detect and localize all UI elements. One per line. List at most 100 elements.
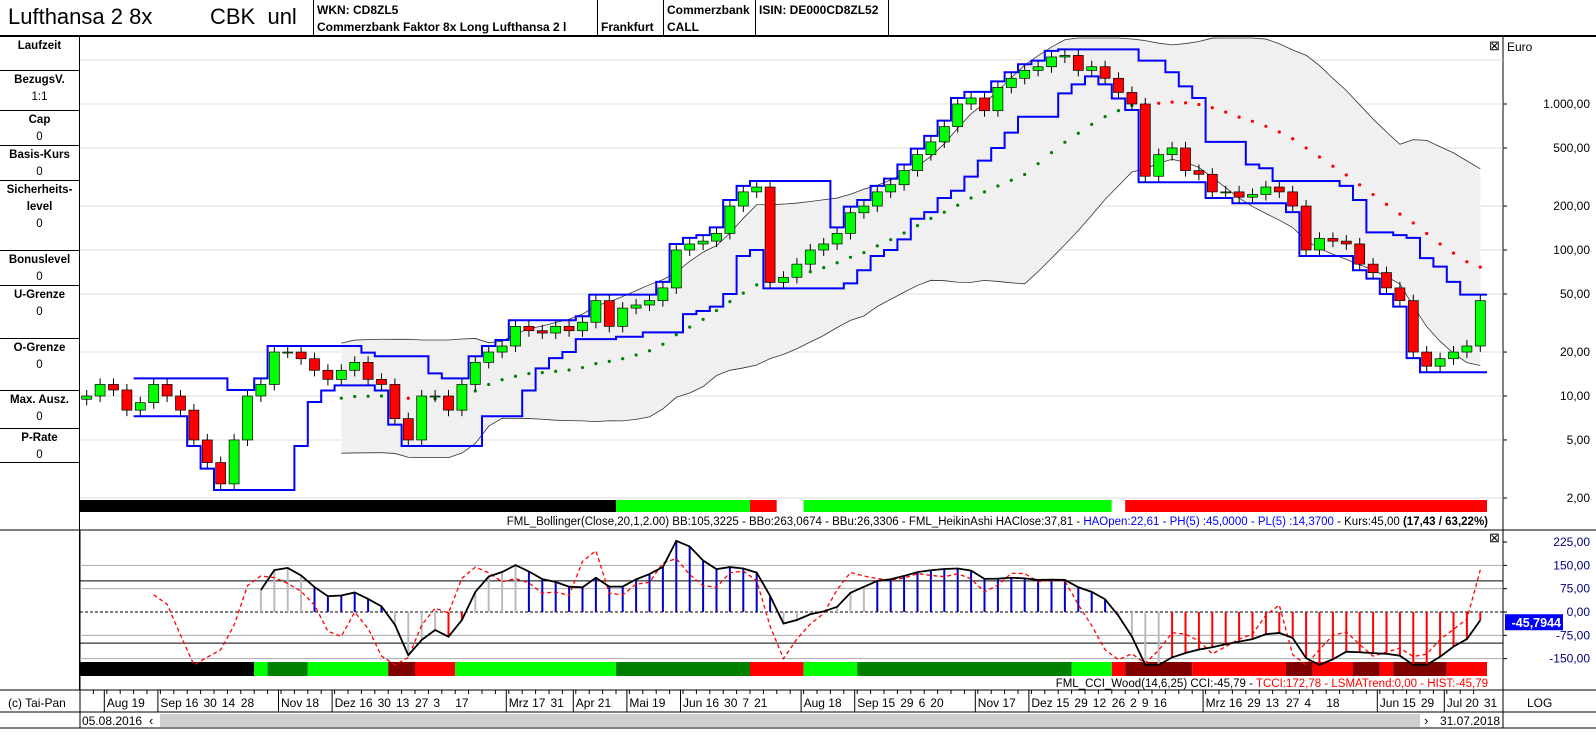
candle — [1247, 188, 1258, 204]
candle — [1072, 49, 1084, 77]
param-basis-kurs: Basis-Kurs 0 — [0, 146, 79, 181]
candle — [1180, 141, 1191, 177]
candle-body — [242, 395, 253, 441]
cci-trend-segment — [1071, 662, 1112, 676]
close-panel-button[interactable]: ⊠ — [1489, 38, 1500, 53]
candle-body — [161, 384, 173, 397]
candle — [1032, 60, 1044, 77]
trend-dot — [1438, 242, 1442, 246]
close-panel-button[interactable]: ⊠ — [1489, 530, 1500, 545]
candle — [563, 320, 575, 337]
horizontal-scrollbar[interactable] — [160, 714, 1420, 727]
trend-dot — [1451, 251, 1456, 255]
price-trend-segment — [803, 500, 1112, 512]
candle — [362, 356, 374, 386]
cci-trend-segment — [1111, 662, 1126, 676]
bollinger-lower — [341, 158, 1481, 459]
param-label: Sicherheits- level — [6, 184, 73, 213]
x-tick-label: 16 — [1154, 696, 1168, 710]
product-type: CALL — [667, 20, 699, 34]
trend-dot — [808, 270, 812, 274]
cci-trend-segment — [307, 662, 389, 676]
candle-body — [1126, 92, 1138, 105]
scroll-right-button[interactable]: › — [1424, 713, 1428, 728]
candle-body — [335, 369, 347, 380]
param-label: Max. Ausz. — [9, 394, 69, 406]
candle — [711, 227, 722, 248]
candle — [255, 378, 267, 403]
trend-dot — [701, 317, 705, 322]
indicator-legend: FML_Bollinger(Close,20,1,2.00) BB:105,32… — [507, 516, 1488, 528]
candle-body — [992, 87, 1004, 112]
x-tick-label: 12 — [1093, 696, 1107, 710]
candle — [1019, 64, 1031, 85]
candle — [858, 200, 870, 219]
price-high-channel — [133, 48, 1487, 391]
trend-dot — [982, 190, 987, 194]
candle-body — [925, 141, 937, 155]
candle — [134, 396, 146, 417]
x-tick-label: Aug 18 — [804, 696, 842, 710]
candle-body — [376, 379, 387, 385]
scroll-left-button[interactable]: ‹ — [149, 713, 153, 728]
candle-body — [912, 154, 923, 171]
candle-body — [711, 233, 722, 242]
candle — [376, 373, 387, 391]
candle — [831, 227, 843, 250]
candle-body — [523, 325, 535, 332]
x-tick-label: 13 — [1266, 696, 1280, 710]
candle-body — [684, 243, 696, 251]
param-label: Laufzeit — [17, 40, 62, 52]
candle — [724, 200, 736, 240]
candle-body — [175, 395, 186, 411]
candle-body — [791, 263, 803, 278]
x-tick-label: 2 — [1130, 696, 1137, 710]
candle — [483, 346, 495, 369]
param-value: 1:1 — [31, 91, 48, 103]
price-trend-segment — [1111, 500, 1126, 512]
price-low-channel — [133, 75, 1487, 491]
candle-body — [724, 205, 736, 234]
x-tick-label: 29 — [1247, 696, 1261, 710]
candle — [322, 364, 334, 386]
param-label: Bonuslevel — [8, 254, 71, 266]
trend-dot — [1170, 100, 1174, 104]
candle-body — [469, 362, 481, 385]
candle-body — [1086, 66, 1098, 71]
candle-body — [630, 304, 642, 309]
x-tick-label: Sep 16 — [160, 696, 198, 710]
trend-dot — [379, 394, 384, 398]
trend-dot — [500, 378, 504, 382]
candle — [697, 235, 709, 250]
candle — [1327, 232, 1339, 248]
candle — [443, 389, 454, 417]
candle-body — [617, 307, 629, 327]
param-max-ausz-: Max. Ausz. 0 — [0, 391, 79, 429]
trend-dot — [594, 362, 598, 366]
candle-body — [764, 186, 776, 283]
candle-body — [1434, 358, 1446, 367]
cci-trend-segment — [1393, 662, 1447, 676]
trend-dot — [862, 250, 866, 255]
trend-dot — [929, 216, 933, 220]
candle — [898, 164, 910, 191]
trend-dot — [527, 371, 531, 376]
x-tick-label: 31 — [550, 696, 564, 710]
candle-body — [536, 330, 548, 334]
trend-dot — [1183, 101, 1188, 105]
cci-trend-segment — [1353, 662, 1380, 676]
candle-body — [1206, 173, 1218, 193]
candle-body — [255, 384, 267, 397]
candle — [510, 320, 521, 353]
candle — [201, 433, 213, 469]
candle — [751, 180, 763, 198]
legend-part: TCCI:172,78 - LSMATrend:0,00 - HIST:-45,… — [1256, 678, 1488, 690]
scale-mode-button[interactable]: LOG — [1527, 696, 1552, 710]
trend-dot — [554, 369, 558, 373]
candle-body — [188, 409, 200, 441]
x-tick-label: 18 — [1326, 696, 1340, 710]
param-p-rate: P-Rate 0 — [0, 429, 79, 463]
candle-body — [1474, 300, 1486, 347]
x-tick-label: 30 — [203, 696, 217, 710]
